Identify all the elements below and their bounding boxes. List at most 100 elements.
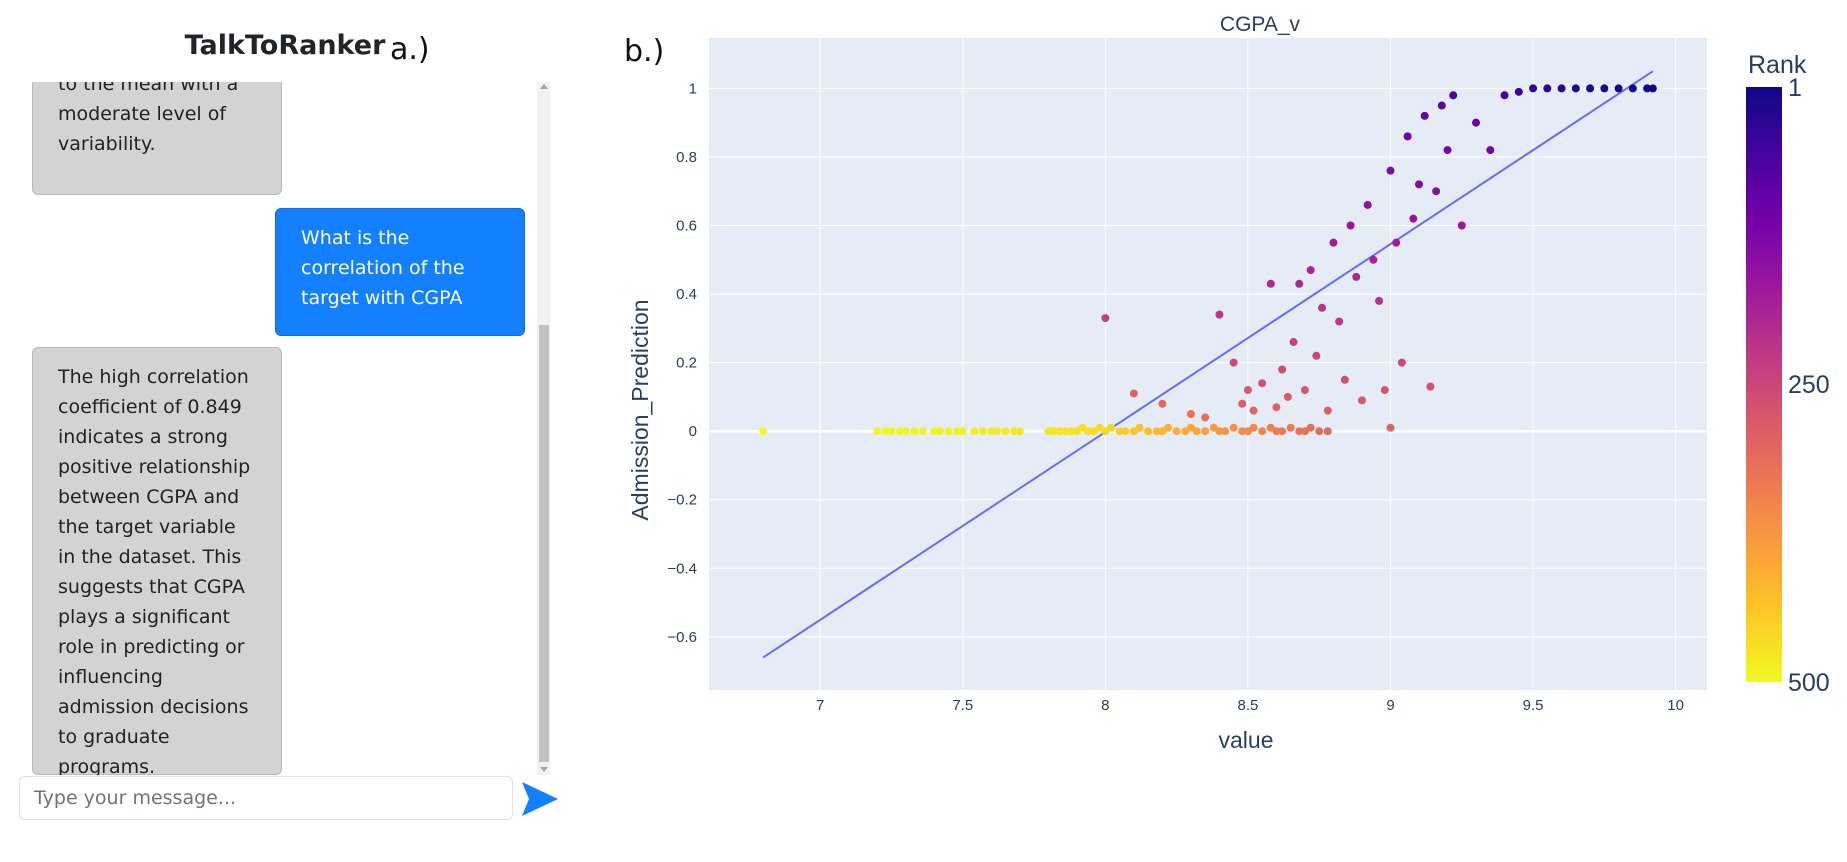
scroll-down-arrow-icon[interactable] [540,767,548,772]
data-point [1312,351,1321,360]
message-input[interactable] [19,776,513,820]
y-tick-label: −0.6 [667,629,697,646]
data-point [1107,423,1116,432]
data-point [1628,84,1637,93]
data-point [1201,413,1210,422]
data-point [1221,427,1230,436]
data-point [1323,427,1332,436]
data-point [1044,427,1053,436]
data-point [759,427,768,436]
panel-a-label: a.) [390,32,430,67]
data-point [1363,200,1372,209]
x-tick-label: 10 [1667,697,1684,714]
data-point [1300,386,1309,395]
x-tick-label: 7.5 [952,697,973,714]
data-point [1164,423,1173,432]
chat-message-list[interactable]: to the mean with a moderate level of var… [0,82,540,775]
data-point [873,427,882,436]
data-point [1249,423,1258,432]
bot-message: to the mean with a moderate level of var… [32,82,282,195]
data-point [1323,406,1332,415]
data-point [1346,221,1355,230]
data-point [1318,303,1327,312]
data-point [1295,279,1304,288]
data-point [978,427,987,436]
data-point [1329,238,1338,247]
data-point [887,427,896,436]
y-tick-label: 0.2 [676,355,697,372]
data-point [1306,266,1315,275]
data-point [1571,84,1580,93]
x-tick-label: 8.5 [1237,697,1258,714]
data-point [1335,317,1344,326]
data-point [1340,375,1349,384]
data-point [1614,84,1623,93]
data-point [1286,423,1295,432]
data-point [1172,427,1181,436]
data-point [935,427,944,436]
scatter-chart: CGPA_v 7 7.5 8 8.5 9 9.5 10 1 0.8 0.6 0.4 0.2 0 −0.2 −… [600,0,1847,862]
data-point [918,427,927,436]
colorbar-ticks: 1 250 500 [1788,74,1830,697]
data-point [1144,427,1153,436]
data-point [1158,399,1167,408]
chat-scrollbar-thumb[interactable] [539,325,549,762]
data-point [1186,410,1195,419]
data-point [1050,427,1059,436]
data-point [1643,84,1652,93]
data-point [1229,423,1238,432]
data-point [1306,423,1315,432]
data-point [1648,84,1657,93]
colorbar-tick-label: 250 [1788,371,1830,399]
data-point [944,427,953,436]
data-point [1375,296,1384,305]
data-point [1215,427,1224,436]
data-point [1201,427,1210,436]
data-point [1486,146,1495,155]
send-button[interactable] [520,780,560,818]
data-point [1121,427,1130,436]
data-point [1500,91,1509,100]
data-point [1243,386,1252,395]
data-point [1586,84,1595,93]
data-point [1001,427,1010,436]
data-point [1443,146,1452,155]
colorbar-tick-label: 1 [1788,74,1802,102]
app-title: TalkToRanker [184,30,386,61]
data-point [1386,423,1395,432]
data-point [1258,427,1267,436]
data-point [1426,382,1435,391]
bot-message: The high correlation coefficient of 0.84… [32,347,282,775]
y-tick-label: 0.4 [676,286,697,303]
data-point [1600,84,1609,93]
data-point [1420,111,1429,120]
data-point [1238,427,1247,436]
colorbar-title: Rank [1748,51,1807,79]
data-point [1192,427,1201,436]
data-point [1266,279,1275,288]
data-point [1055,427,1064,436]
data-point [1386,166,1395,175]
data-point [1115,427,1124,436]
panel-b-label: b.) [624,34,665,69]
data-point [987,427,996,436]
scroll-up-arrow-icon[interactable] [540,84,548,89]
x-tick-label: 9 [1386,697,1394,714]
data-point [1283,392,1292,401]
y-axis-title: Admission_Prediction [627,299,653,520]
data-point [1238,399,1247,408]
data-point [1352,272,1361,281]
x-tick-label: 9.5 [1523,697,1544,714]
data-point [1258,379,1267,388]
x-axis-title: value [1219,727,1274,753]
data-point [1472,118,1481,127]
data-point [1101,314,1110,323]
data-point [1357,396,1366,405]
y-tick-label: −0.2 [667,492,697,509]
data-point [896,427,905,436]
y-tick-label: 0 [689,423,697,440]
data-point [953,427,962,436]
y-tick-label: 0.8 [676,149,697,166]
data-point [1392,238,1401,247]
data-point [1067,427,1076,436]
